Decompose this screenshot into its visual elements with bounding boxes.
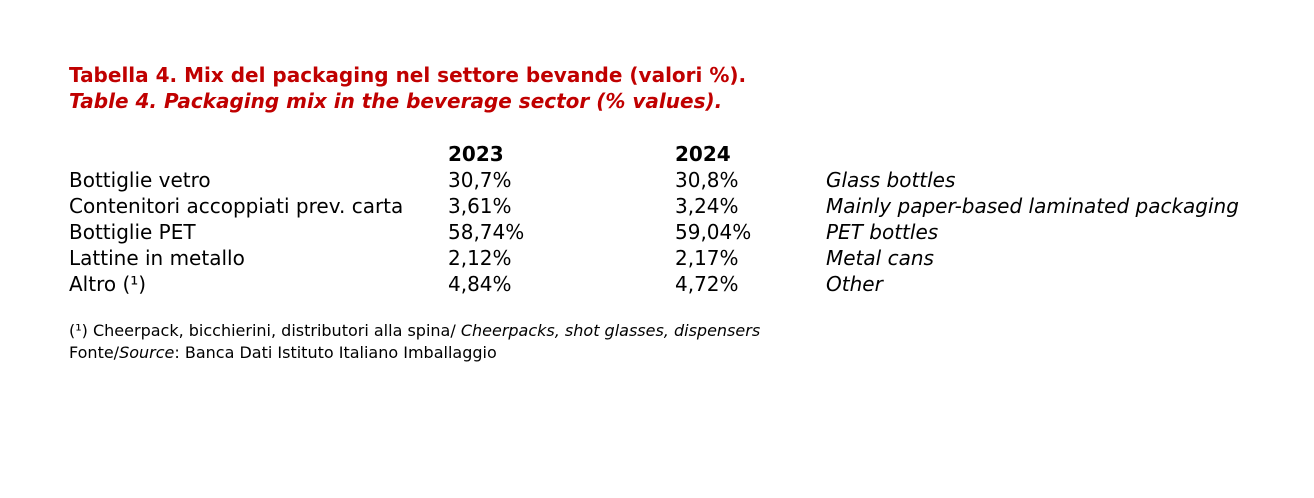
source-note: Fonte/Source: Banca Dati Istituto Italia… <box>69 342 497 364</box>
source-text: : Banca Dati Istituto Italiano Imballagg… <box>174 343 497 362</box>
value-2023: 3,61% <box>448 194 512 218</box>
footnote-english: Cheerpacks, shot glasses, dispensers <box>460 321 761 340</box>
value-2024: 2,17% <box>675 246 739 270</box>
footnote: (¹) Cheerpack, bicchierini, distributori… <box>69 320 760 342</box>
row-label: Lattine in metallo <box>69 246 245 270</box>
table-title-italian: Tabella 4. Mix del packaging nel settore… <box>69 63 747 87</box>
value-2023: 58,74% <box>448 220 525 244</box>
row-label-english: Other <box>826 272 883 296</box>
column-header-2023: 2023 <box>448 142 504 166</box>
source-label: Fonte/ <box>69 343 120 362</box>
row-label-english: Metal cans <box>826 246 934 270</box>
value-2024: 30,8% <box>675 168 739 192</box>
value-2024: 3,24% <box>675 194 739 218</box>
row-label-english: Glass bottles <box>826 168 956 192</box>
value-2023: 2,12% <box>448 246 512 270</box>
row-label: Bottiglie PET <box>69 220 196 244</box>
footnote-italian: (¹) Cheerpack, bicchierini, distributori… <box>69 321 461 340</box>
source-label-english: Source <box>119 343 175 362</box>
row-label: Altro (¹) <box>69 272 147 296</box>
value-2024: 59,04% <box>675 220 752 244</box>
row-label: Contenitori accoppiati prev. carta <box>69 194 404 218</box>
row-label-english: PET bottles <box>826 220 939 244</box>
row-label-english: Mainly paper-based laminated packaging <box>826 194 1239 218</box>
column-header-2024: 2024 <box>675 142 731 166</box>
row-label: Bottiglie vetro <box>69 168 211 192</box>
table-title-english: Table 4. Packaging mix in the beverage s… <box>69 89 723 113</box>
value-2023: 30,7% <box>448 168 512 192</box>
value-2023: 4,84% <box>448 272 512 296</box>
value-2024: 4,72% <box>675 272 739 296</box>
